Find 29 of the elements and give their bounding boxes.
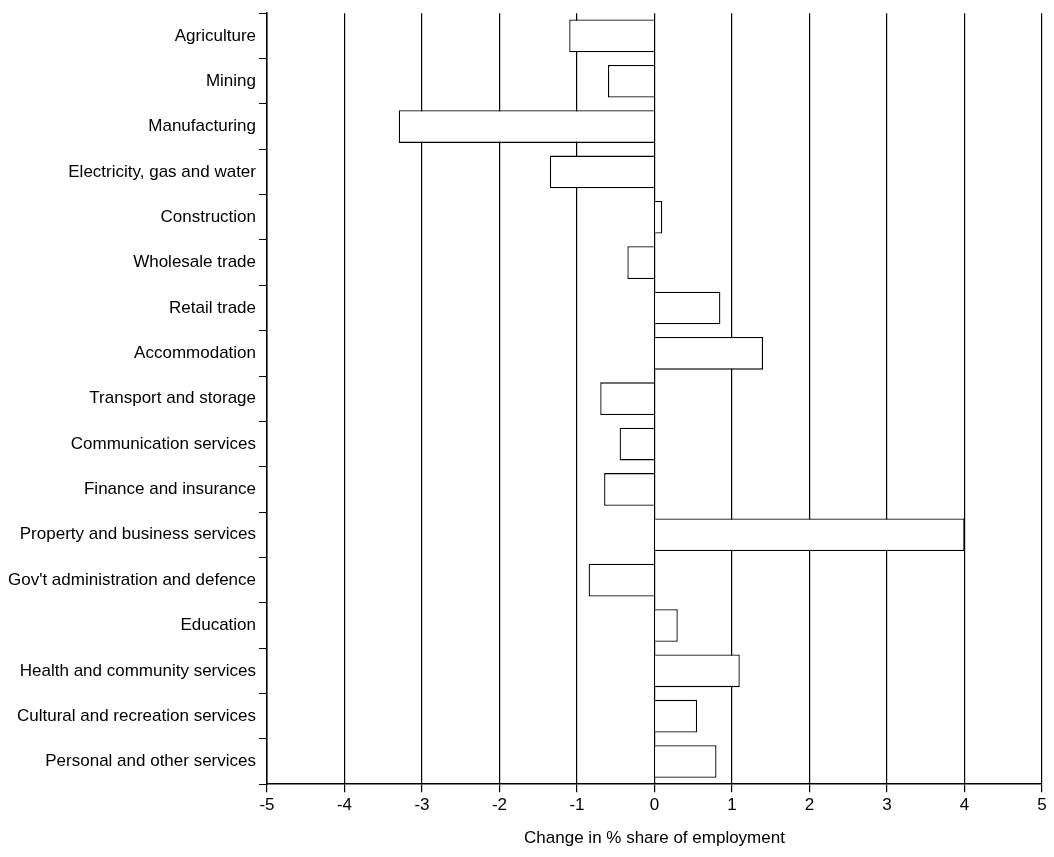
y-tick-label: Retail trade	[169, 297, 256, 317]
x-tick-label: 0	[649, 795, 660, 815]
y-tick-label: Electricity, gas and water	[68, 161, 257, 181]
y-tick-label: Gov't administration and defence	[7, 569, 256, 589]
x-tick-label: 3	[882, 795, 892, 815]
x-tick-label: 1	[727, 795, 737, 815]
y-tick-label: Accommodation	[134, 343, 256, 363]
y-tick-label: Construction	[160, 206, 256, 226]
y-tick-label: Cultural and recreation services	[16, 705, 256, 725]
y-tick-label: Mining	[205, 70, 256, 90]
y-tick-label: Communication services	[70, 433, 256, 453]
x-tick-label: 4	[959, 795, 970, 815]
y-tick-label: Health and community services	[19, 660, 256, 680]
y-tick-label: Transport and storage	[89, 388, 256, 408]
x-tick-label: 2	[804, 795, 815, 815]
y-tick-label: Wholesale trade	[133, 252, 256, 272]
y-tick-label: Finance and insurance	[83, 479, 256, 499]
x-tick-label: -1	[569, 795, 585, 815]
x-tick-label: 5	[1037, 795, 1047, 815]
x-tick-label: -3	[414, 795, 430, 815]
y-tick-label: Personal and other services	[45, 751, 256, 771]
x-axis-title: Change in % share of employment	[524, 828, 786, 848]
y-tick-label: Manufacturing	[148, 116, 256, 136]
x-tick-label: -4	[336, 795, 353, 815]
y-tick-label: Education	[180, 615, 256, 635]
y-tick-label: Property and business services	[19, 524, 256, 544]
x-tick-label: -5	[259, 795, 275, 815]
y-tick-label: Agriculture	[174, 25, 256, 45]
x-tick-label: -2	[491, 795, 508, 815]
